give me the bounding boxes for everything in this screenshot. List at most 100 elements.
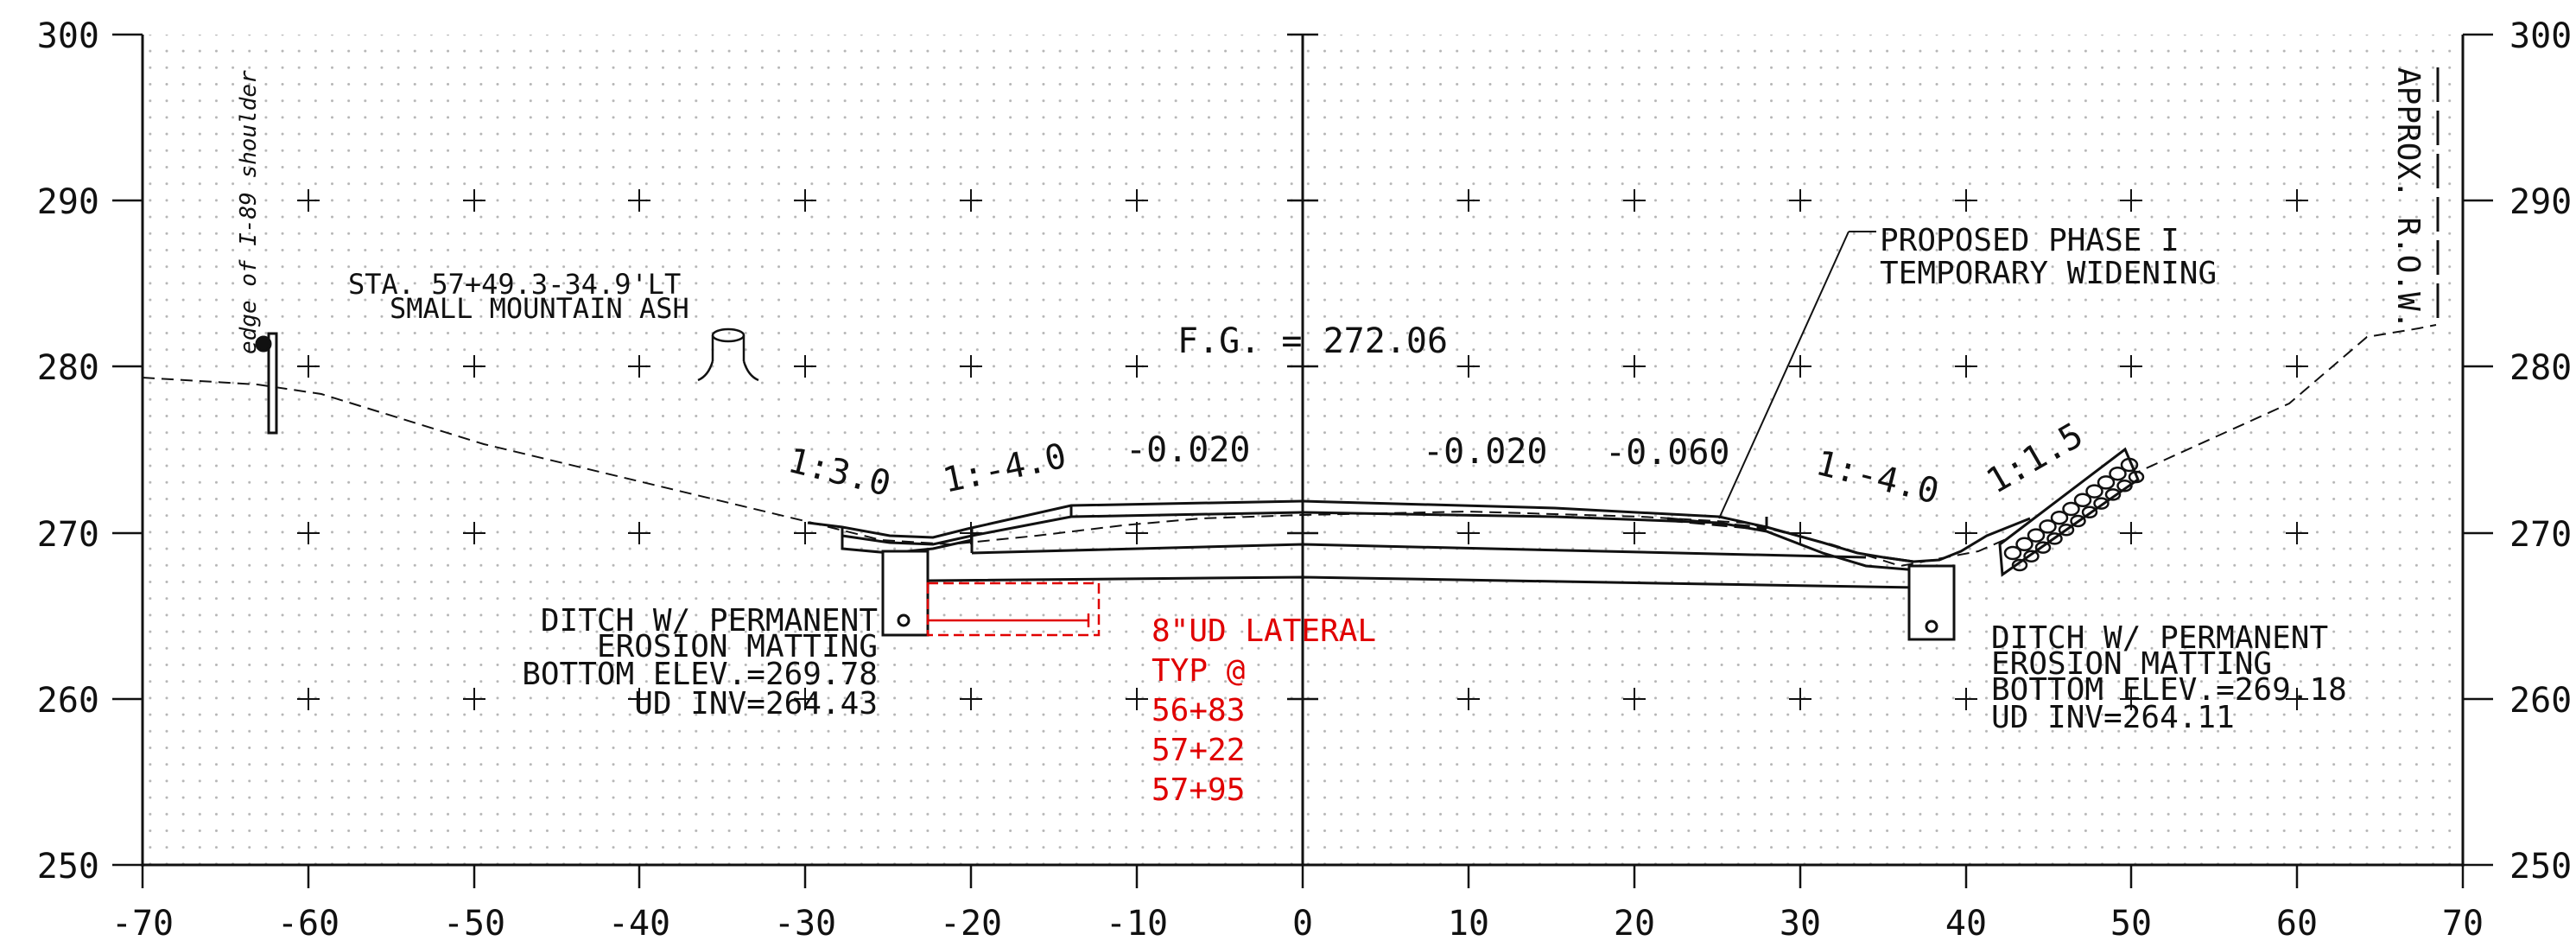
x-tick-label: -20 <box>940 904 1002 944</box>
y-tick-label: 290 <box>2509 182 2572 222</box>
riprap-stone <box>2093 497 2110 510</box>
ditch-right-line: DITCH W/ PERMANENT <box>1991 620 2328 656</box>
ud-lateral-line: 56+83 <box>1152 693 1245 728</box>
finished-grade-right <box>1302 499 1914 563</box>
underdrain-pipe-right <box>1925 620 1938 633</box>
proposed-phase-note: PROPOSED PHASE I TEMPORARY WIDENING <box>1880 223 2217 291</box>
tree-note: STA. 57+49.3-34.9'LT SMALL MOUNTAIN ASH <box>348 268 689 325</box>
proposed-section <box>807 231 2140 641</box>
x-axis-labels: -70 -60 -50 -40 -30 -20 -10 0 10 20 30 4… <box>111 904 2484 944</box>
shoulder-post-body <box>267 332 278 435</box>
y-tick-label: 250 <box>37 847 99 887</box>
riprap-slope <box>1998 447 2140 577</box>
tree-symbol <box>697 327 759 382</box>
ud-lateral-line: 57+95 <box>1152 772 1245 808</box>
underdrain-pipe-left <box>897 613 910 627</box>
tree-base-l <box>697 360 714 382</box>
proposed-phase-line1: PROPOSED PHASE I <box>1880 223 2179 258</box>
riprap-stone <box>2109 466 2127 481</box>
y-tick-label: 280 <box>2509 348 2572 388</box>
shoulder-left-inner <box>841 511 1304 546</box>
x-tick-label: -10 <box>1106 904 1168 944</box>
cross-slope-left: -0.020 <box>1126 430 1251 470</box>
x-tick-label: -30 <box>774 904 836 944</box>
ditch-left-line: DITCH W/ PERMANENT <box>541 603 878 639</box>
y-tick-label: 250 <box>2509 847 2572 887</box>
tree-base-r <box>742 360 759 382</box>
ditch-left-line: EROSION MATTING <box>597 629 878 664</box>
riprap-stone <box>2058 523 2075 537</box>
grid-crosses <box>297 189 2308 710</box>
y-tick-label: 270 <box>37 515 99 555</box>
y-tick-label: 300 <box>2509 16 2572 56</box>
riprap-stone <box>2046 532 2063 545</box>
x-tick-label: -70 <box>111 904 174 944</box>
y-tick-label: 260 <box>2509 681 2572 721</box>
x-tick-label: -50 <box>443 904 505 944</box>
riprap-stone <box>2003 545 2022 561</box>
y-tick-label: 260 <box>37 681 99 721</box>
tick-marks <box>112 33 2493 888</box>
riprap-stone <box>2073 493 2092 508</box>
ditch-right-line: UD INV=264.11 <box>1991 700 2235 735</box>
shoulder-label: edge of I-89 shoulder <box>236 70 262 354</box>
shoulder-post-knob <box>255 335 272 353</box>
x-tick-label: -60 <box>277 904 339 944</box>
cross-slope-right-2: -0.060 <box>1605 433 1730 473</box>
riprap-stone <box>2128 470 2145 484</box>
riprap-stone <box>2116 479 2133 493</box>
subbase-line <box>971 543 1867 559</box>
ud-lateral-note: 8"UD LATERAL TYP @ 56+83 57+22 57+95 <box>1152 613 1376 808</box>
shoulder-post <box>255 332 278 435</box>
riprap-stone <box>2050 510 2069 525</box>
y-tick-label: 300 <box>37 16 99 56</box>
ud-lateral-line: TYP @ <box>1152 653 1245 689</box>
cross-slope-right-1: -0.020 <box>1423 432 1548 472</box>
ditch-right-line: EROSION MATTING <box>1991 646 2272 682</box>
tree-station: STA. 57+49.3-34.9'LT <box>348 268 681 301</box>
ditch-right-line: BOTTOM ELEV.=269.18 <box>1991 672 2347 708</box>
ditch-left-line: UD INV=264.43 <box>634 686 878 721</box>
riprap-stone <box>2104 488 2122 501</box>
riprap-stone <box>2070 514 2086 528</box>
y-tick-label: 280 <box>37 348 99 388</box>
ditch-note-right: DITCH W/ PERMANENT EROSION MATTING BOTTO… <box>1991 620 2347 735</box>
phase-pointer <box>1718 231 1850 519</box>
x-tick-label: 0 <box>1292 904 1313 944</box>
x-tick-label: 60 <box>2276 904 2318 944</box>
x-tick-label: -40 <box>608 904 670 944</box>
existing-ground-line <box>142 324 2437 568</box>
riprap-stone <box>2011 558 2028 572</box>
ditch-left-line: BOTTOM ELEV.=269.78 <box>522 657 878 692</box>
x-tick-label: 30 <box>1780 904 1821 944</box>
proposed-widening-line <box>1666 517 1767 531</box>
riprap-stone <box>2015 537 2034 552</box>
ud-lateral <box>926 582 1101 637</box>
riprap-stone <box>2085 484 2103 499</box>
y-tick-label: 270 <box>2509 515 2572 555</box>
underdrain-trench-left <box>881 550 930 637</box>
ditch-note-left: DITCH W/ PERMANENT EROSION MATTING BOTTO… <box>522 603 878 721</box>
underdrain-trench-right <box>1907 564 1956 641</box>
tree-species: SMALL MOUNTAIN ASH <box>390 292 689 325</box>
riprap-stone <box>2097 475 2116 490</box>
x-tick-label: 10 <box>1448 904 1489 944</box>
ud-lateral-line: 57+22 <box>1152 733 1245 768</box>
riprap-stones <box>2003 457 2145 572</box>
ud-lateral-line: 8"UD LATERAL <box>1152 613 1376 649</box>
x-tick-label: 20 <box>1614 904 1655 944</box>
finished-grade-label: F.G. = 272.06 <box>1177 321 1448 361</box>
subgrade-line <box>928 575 1919 589</box>
y-tick-label: 290 <box>37 182 99 222</box>
y-axis-labels-right: 300 290 280 270 260 250 <box>2509 16 2572 887</box>
riprap-stone <box>2039 519 2057 534</box>
ditch-right-curve <box>1882 517 2031 563</box>
y-axis-labels-left: 300 290 280 270 260 250 <box>37 16 99 887</box>
finished-grade-right-lower <box>1302 511 1919 572</box>
x-tick-label: 40 <box>1945 904 1987 944</box>
riprap-stone <box>2120 457 2139 473</box>
riprap-stone <box>2034 541 2052 554</box>
x-tick-label: 50 <box>2110 904 2152 944</box>
